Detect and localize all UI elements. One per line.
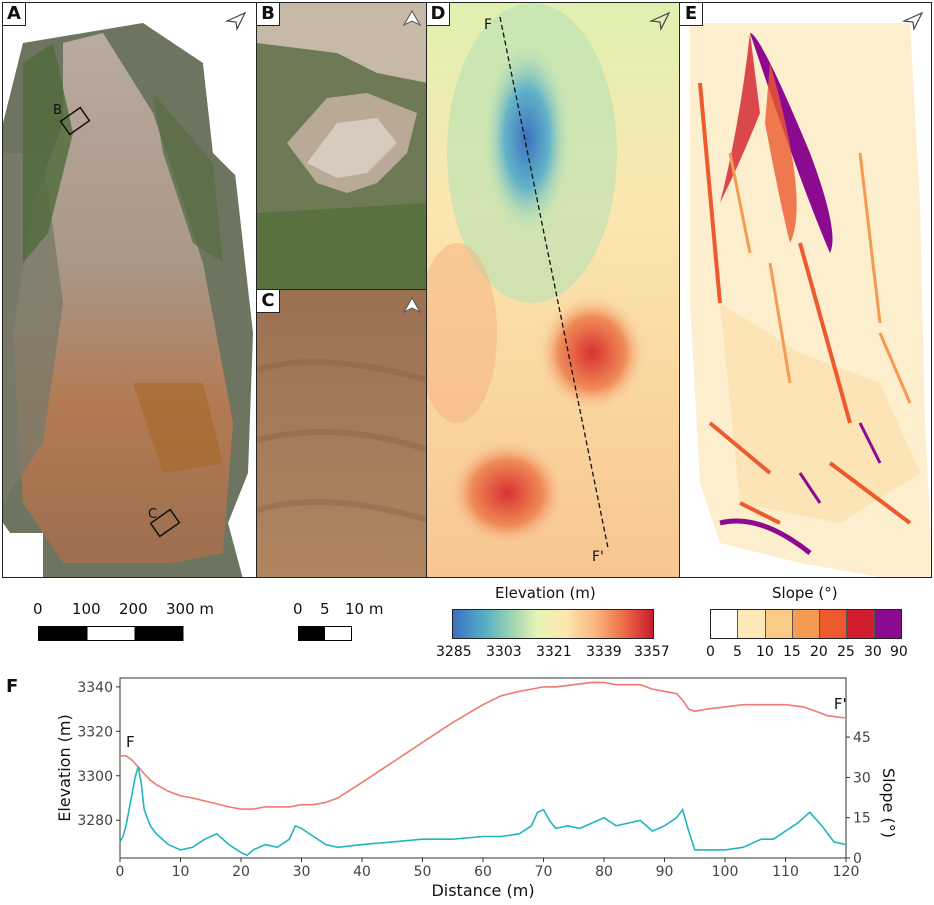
- inset-box-b: [59, 106, 91, 136]
- slope-colorbar-tick: 25: [837, 644, 855, 660]
- elevation-colorbar-tick: 3321: [536, 644, 572, 660]
- north-arrow-icon: [402, 296, 422, 314]
- scalebar-small-tick: 0: [293, 600, 303, 618]
- slope-colorbar-step: [846, 610, 874, 638]
- slope-colorbar-tick: 30: [864, 644, 882, 660]
- scalebar-large-tick: 100: [72, 600, 101, 618]
- panel-f-label: F: [6, 676, 19, 697]
- elevation-colorbar-title: Elevation (m): [495, 584, 596, 602]
- x-tick-label: 20: [232, 864, 250, 880]
- elevation-colorbar-gradient: [452, 609, 654, 639]
- y-tick-label: 3320: [77, 724, 113, 740]
- x-tick-label: 110: [772, 864, 799, 880]
- panel-a-label: A: [3, 3, 26, 26]
- x-tick-label: 100: [712, 864, 739, 880]
- north-arrow-icon: [902, 11, 924, 31]
- x-tick-label: 60: [474, 864, 492, 880]
- panel-c-label: C: [257, 290, 280, 313]
- inset-box-c: [149, 508, 181, 538]
- orthomosaic-image: [3, 23, 256, 577]
- slope-map-image: [690, 23, 931, 577]
- y2-tick-label: 0: [853, 851, 862, 867]
- scalebar-small-bar: [298, 626, 352, 641]
- x-axis-label: Distance (m): [431, 881, 534, 900]
- y-tick-label: 3340: [77, 680, 113, 696]
- x-tick-label: 80: [595, 864, 613, 880]
- scalebar-large-tick: 300 m: [166, 600, 215, 618]
- north-arrow-icon: [402, 9, 422, 27]
- profile-end-label: F': [592, 549, 604, 565]
- slope-colorbar-tick: 10: [756, 644, 774, 660]
- profile-end-annotation: F: [126, 733, 135, 751]
- x-tick-label: 50: [414, 864, 432, 880]
- y2-tick-label: 30: [853, 770, 871, 786]
- slope-colorbar-step: [873, 610, 901, 638]
- north-arrow-icon: [649, 11, 671, 31]
- elevation-colorbar-tick: 3285: [436, 644, 472, 660]
- closeup-b-image: [257, 3, 426, 289]
- inset-box-b-label: B: [53, 103, 62, 118]
- slope-colorbar-step: [791, 610, 820, 638]
- panel-e-label: E: [680, 3, 703, 26]
- x-tick-label: 120: [833, 864, 860, 880]
- scalebar-large-bar: [38, 626, 184, 641]
- closeup-c-image: [257, 290, 426, 577]
- y2-tick-label: 45: [853, 730, 871, 746]
- elevation-map-image: [427, 3, 679, 577]
- x-tick-label: 90: [656, 864, 674, 880]
- panel-d-elevation-map: D F F': [426, 2, 680, 578]
- elevation-slope-profile-chart: 0 10 20 30 40 50 60 70 80 90 100 110 120 3280 3300 3320…: [55, 677, 898, 900]
- elevation-colorbar-tick: 3303: [486, 644, 522, 660]
- elevation-colorbar-tick: 3339: [586, 644, 622, 660]
- x-tick-label: 40: [353, 864, 371, 880]
- panel-e-slope-map: E: [679, 2, 932, 578]
- elevation-profile-line: [120, 681, 847, 810]
- slope-colorbar-step: [819, 610, 847, 638]
- y-tick-label: 3280: [77, 813, 113, 829]
- north-arrow-icon: [225, 11, 247, 31]
- panel-c-closeup: C: [256, 289, 427, 578]
- scalebar-large-tick: 0: [33, 600, 43, 618]
- panel-b-closeup: B: [256, 2, 427, 290]
- y2-axis-label: Slope (°): [879, 768, 898, 838]
- y2-tick-label: 15: [853, 811, 871, 827]
- slope-colorbar-step: [764, 610, 792, 638]
- slope-colorbar-tick: 15: [783, 644, 801, 660]
- panel-d-label: D: [427, 3, 450, 26]
- elevation-colorbar-tick: 3357: [634, 644, 670, 660]
- x-tick-label: 10: [172, 864, 190, 880]
- slope-colorbar-step: [737, 610, 765, 638]
- profile-end-annotation: F': [834, 695, 847, 713]
- slope-colorbar-tick: 0: [706, 644, 715, 660]
- slope-colorbar-tick: 5: [733, 644, 742, 660]
- y-axis-label: Elevation (m): [55, 714, 74, 821]
- slope-colorbar-steps: [710, 609, 902, 639]
- inset-box-c-label: C: [148, 507, 158, 522]
- scalebar-small-tick: 5: [320, 600, 330, 618]
- slope-colorbar-tick: 20: [810, 644, 828, 660]
- y-tick-label: 3300: [77, 769, 113, 785]
- x-tick-label: 0: [116, 864, 125, 880]
- scalebar-large-tick: 200: [119, 600, 148, 618]
- slope-colorbar-title: Slope (°): [772, 584, 838, 602]
- panel-a-orthomosaic: A B C: [2, 2, 257, 578]
- slope-profile-line: [119, 766, 847, 857]
- profile-start-label: F: [484, 17, 493, 33]
- x-tick-label: 70: [535, 864, 553, 880]
- slope-colorbar-tick: 90: [890, 644, 908, 660]
- panel-b-label: B: [257, 3, 280, 26]
- scalebar-small-tick: 10 m: [345, 600, 384, 618]
- slope-colorbar-step: [711, 610, 738, 638]
- x-tick-label: 30: [293, 864, 311, 880]
